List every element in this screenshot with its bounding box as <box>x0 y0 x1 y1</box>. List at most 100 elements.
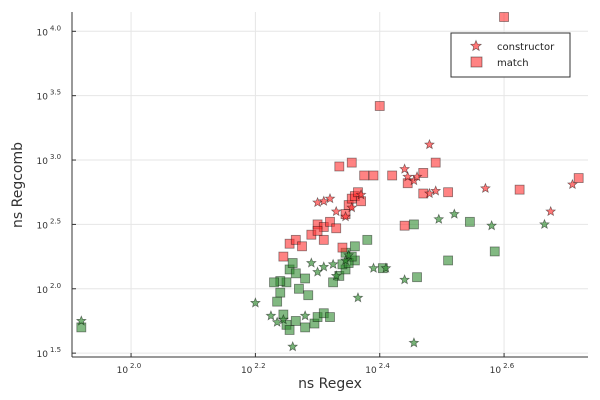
match-point <box>412 272 422 283</box>
constructor-point <box>411 171 423 182</box>
match-point <box>269 277 279 288</box>
x-tick-label: 10 <box>490 366 502 376</box>
constructor-point <box>277 313 289 325</box>
constructor-point <box>346 201 358 213</box>
match-point <box>303 290 314 301</box>
constructor-point <box>287 340 299 352</box>
constructor-point <box>408 337 420 348</box>
match-point <box>362 234 373 245</box>
legend-star-icon <box>469 39 483 52</box>
y-tick-label: 10 <box>37 28 49 38</box>
y-tick-label: 10 <box>37 286 49 296</box>
match-point <box>290 268 301 279</box>
match-point <box>325 312 335 322</box>
match-point <box>325 216 335 227</box>
constructor-point <box>327 258 339 269</box>
constructor-point <box>330 205 342 217</box>
y-axis-label: ns Regcomb <box>10 142 26 228</box>
match-point <box>349 241 360 252</box>
match-point <box>328 277 339 288</box>
match-point <box>464 216 475 227</box>
constructor-point <box>448 208 460 219</box>
match-point <box>573 173 584 183</box>
match-point <box>359 170 370 181</box>
constructor-point <box>402 171 414 182</box>
grid-lines <box>72 12 588 357</box>
match-point <box>337 242 348 253</box>
match-point <box>300 273 311 284</box>
constructor-point <box>343 249 355 260</box>
constructor-point <box>423 138 435 150</box>
legend-marker-match <box>470 56 483 68</box>
match-point <box>334 161 345 172</box>
match-point <box>443 255 454 266</box>
match-point <box>300 322 311 333</box>
constructor-point <box>330 270 342 281</box>
tick-labels: 10 2.0 10 2.2 10 2.4 10 2.610 1.510 2.010 2.510 3.0… <box>37 24 515 376</box>
match-point <box>399 220 410 231</box>
match-point <box>374 101 385 111</box>
constructor-point <box>479 182 491 194</box>
y-tick-label: 10 <box>37 157 49 167</box>
constructor-point <box>380 262 392 273</box>
x-axis-label: ns Regex <box>298 376 362 392</box>
legend-box <box>450 32 571 78</box>
match-point <box>418 168 429 178</box>
data-points <box>75 12 584 352</box>
x-tick-label: 10 <box>241 366 253 376</box>
constructor-point <box>305 257 317 268</box>
constructor-point <box>539 218 550 230</box>
match-point <box>76 322 87 333</box>
y-tick-label: 10 <box>37 93 49 103</box>
match-point <box>294 283 304 294</box>
x-tick-label: 10 <box>117 366 129 376</box>
match-point <box>387 170 398 181</box>
match-point <box>489 246 500 257</box>
match-point <box>346 157 357 168</box>
y-tick-exponent: 4.0 <box>50 24 61 32</box>
legend-label-constructor: constructor <box>497 42 555 53</box>
constructor-point <box>340 254 352 266</box>
constructor-point <box>299 310 311 321</box>
match-point <box>297 241 307 252</box>
y-tick-label: 10 <box>37 221 49 231</box>
legend-marker-constructor <box>469 39 483 52</box>
match-point <box>272 296 283 307</box>
constructor-point <box>433 213 445 224</box>
y-tick-exponent: 2.0 <box>50 282 61 290</box>
constructor-point <box>271 316 283 327</box>
constructor-point <box>545 205 557 217</box>
constructor-point <box>355 189 367 200</box>
legend-label-match: match <box>497 58 529 69</box>
y-tick-label: 10 <box>37 350 49 360</box>
x-tick-exponent: 2.2 <box>254 362 265 370</box>
constructor-point <box>318 261 330 272</box>
match-point <box>368 170 379 181</box>
match-point <box>312 225 323 236</box>
constructor-point <box>340 210 352 222</box>
constructor-point <box>399 163 411 174</box>
x-tick-label: 10 <box>365 366 377 376</box>
match-point <box>514 184 525 195</box>
y-tick-exponent: 3.5 <box>50 89 61 97</box>
y-tick-exponent: 3.0 <box>50 153 61 161</box>
constructor-point <box>352 292 364 303</box>
match-point <box>499 12 509 22</box>
match-point <box>430 157 441 168</box>
constructor-point <box>368 262 379 273</box>
constructor-point <box>486 219 498 231</box>
x-tick-exponent: 2.6 <box>503 362 515 370</box>
constructor-point <box>265 310 277 321</box>
y-tick-exponent: 2.5 <box>50 217 61 225</box>
constructor-point <box>399 274 411 285</box>
constructor-point <box>566 178 578 190</box>
constructor-point <box>324 192 336 204</box>
constructor-point <box>318 195 330 206</box>
match-point <box>290 316 301 326</box>
x-tick-exponent: 2.0 <box>130 362 141 370</box>
axes <box>71 12 588 358</box>
match-point <box>356 196 366 207</box>
match-point <box>353 187 363 198</box>
match-point <box>331 223 342 234</box>
x-tick-exponent: 2.4 <box>379 362 391 370</box>
